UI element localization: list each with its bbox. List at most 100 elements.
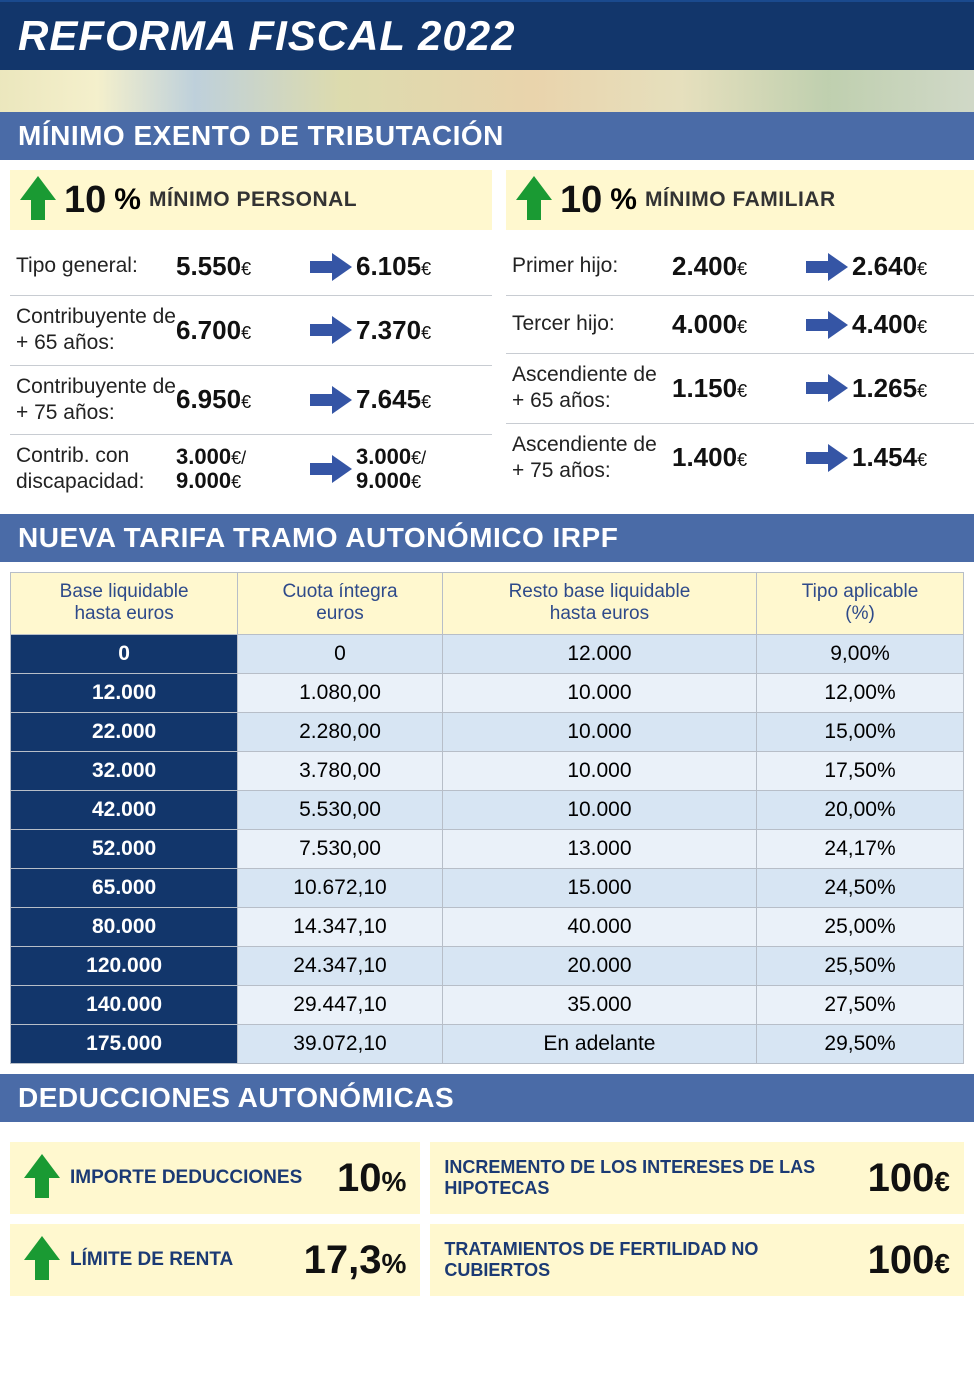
table-cell: 9,00% [757, 635, 964, 674]
table-cell: 175.000 [11, 1025, 238, 1064]
table-cell: 3.780,00 [238, 752, 443, 791]
table-cell: 17,50% [757, 752, 964, 791]
table-cell: 10.000 [442, 752, 756, 791]
arrow-up-icon [20, 176, 56, 224]
table-cell: 2.280,00 [238, 713, 443, 752]
table-header: Cuota íntegraeuros [238, 572, 443, 635]
row-label: Ascendiente de + 65 años: [512, 362, 672, 415]
new-value: 1.265€ [852, 373, 974, 404]
table-header: Resto base liquidablehasta euros [442, 572, 756, 635]
section3-heading: DEDUCCIONES AUTONÓMICAS [0, 1074, 974, 1122]
table-cell: 15.000 [442, 869, 756, 908]
table-cell: 24,17% [757, 830, 964, 869]
old-value: 6.700€ [176, 315, 306, 346]
table-cell: 40.000 [442, 908, 756, 947]
deduccion-value: 100€ [868, 1156, 950, 1201]
personal-pct-value: 10 [64, 179, 106, 222]
arrow-right-icon [310, 386, 352, 414]
table-row: 80.00014.347,1040.00025,00% [11, 908, 964, 947]
decorative-money-strip [0, 70, 974, 112]
table-cell: 24.347,10 [238, 947, 443, 986]
table-cell: 20.000 [442, 947, 756, 986]
arrow-right-icon [806, 444, 848, 472]
deduccion-label: IMPORTE DEDUCCIONES [70, 1167, 302, 1190]
minimo-row: Contrib. con discapacidad: 3.000€/9.000€… [10, 435, 492, 504]
minimo-row: Ascendiente de + 75 años: 1.400€ 1.454€ [506, 424, 974, 493]
minimo-columns: 10% MÍNIMO PERSONAL Tipo general: 5.550€… [0, 170, 974, 514]
new-value: 6.105€ [356, 251, 486, 282]
arrow-right-icon [806, 311, 848, 339]
table-cell: 22.000 [11, 713, 238, 752]
arrow-right-icon [310, 316, 352, 344]
table-cell: 10.000 [442, 791, 756, 830]
table-cell: 25,00% [757, 908, 964, 947]
table-cell: 12,00% [757, 674, 964, 713]
deduccion-label: LÍMITE DE RENTA [70, 1249, 233, 1272]
familiar-pct-header: 10% MÍNIMO FAMILIAR [506, 170, 974, 230]
table-header: Base liquidablehasta euros [11, 572, 238, 635]
section2-heading: NUEVA TARIFA TRAMO AUTONÓMICO IRPF [0, 514, 974, 562]
row-label: Ascendiente de + 75 años: [512, 432, 672, 485]
arrow-right-icon [310, 455, 352, 483]
table-cell: 52.000 [11, 830, 238, 869]
table-row: 0012.0009,00% [11, 635, 964, 674]
tarifa-table: Base liquidablehasta eurosCuota íntegrae… [10, 572, 964, 1065]
arrow-up-icon [516, 176, 552, 224]
old-value: 3.000€/9.000€ [176, 445, 306, 493]
row-label: Contribuyente de + 75 años: [16, 374, 176, 427]
minimo-personal-column: 10% MÍNIMO PERSONAL Tipo general: 5.550€… [10, 170, 492, 504]
table-cell: 140.000 [11, 986, 238, 1025]
minimo-row: Primer hijo: 2.400€ 2.640€ [506, 238, 974, 296]
row-label: Contribuyente de + 65 años: [16, 304, 176, 357]
arrow-right-icon [806, 253, 848, 281]
row-label: Primer hijo: [512, 253, 672, 279]
minimo-row: Tipo general: 5.550€ 6.105€ [10, 238, 492, 296]
table-cell: 13.000 [442, 830, 756, 869]
deduccion-item: INCREMENTO DE LOS INTERESES DE LAS HIPOT… [430, 1142, 964, 1214]
table-cell: 12.000 [442, 635, 756, 674]
table-cell: 65.000 [11, 869, 238, 908]
deduccion-value: 100€ [868, 1238, 950, 1283]
section1-heading: MÍNIMO EXENTO DE TRIBUTACIÓN [0, 112, 974, 160]
old-value: 1.400€ [672, 442, 802, 473]
table-cell: 20,00% [757, 791, 964, 830]
table-cell: 29.447,10 [238, 986, 443, 1025]
table-row: 65.00010.672,1015.00024,50% [11, 869, 964, 908]
table-cell: 1.080,00 [238, 674, 443, 713]
table-cell: 0 [238, 635, 443, 674]
arrow-up-icon [24, 1154, 60, 1202]
old-value: 4.000€ [672, 309, 802, 340]
table-cell: 29,50% [757, 1025, 964, 1064]
deduccion-item: TRATAMIENTOS DE FERTILIDAD NO CUBIERTOS … [430, 1224, 964, 1296]
old-value: 5.550€ [176, 251, 306, 282]
main-title: REFORMA FISCAL 2022 [0, 0, 974, 70]
familiar-pct-value: 10 [560, 179, 602, 222]
table-cell: 25,50% [757, 947, 964, 986]
table-cell: 32.000 [11, 752, 238, 791]
minimo-row: Contribuyente de + 65 años: 6.700€ 7.370… [10, 296, 492, 366]
old-value: 1.150€ [672, 373, 802, 404]
table-cell: 39.072,10 [238, 1025, 443, 1064]
row-label: Tipo general: [16, 253, 176, 279]
table-cell: 42.000 [11, 791, 238, 830]
row-label: Contrib. con discapacidad: [16, 443, 176, 496]
old-value: 6.950€ [176, 384, 306, 415]
table-cell: 80.000 [11, 908, 238, 947]
old-value: 2.400€ [672, 251, 802, 282]
personal-pct-header: 10% MÍNIMO PERSONAL [10, 170, 492, 230]
new-value: 2.640€ [852, 251, 974, 282]
personal-pct-label: MÍNIMO PERSONAL [149, 188, 357, 212]
minimo-familiar-column: 10% MÍNIMO FAMILIAR Primer hijo: 2.400€ … [506, 170, 974, 504]
new-value: 7.645€ [356, 384, 486, 415]
table-row: 140.00029.447,1035.00027,50% [11, 986, 964, 1025]
minimo-row: Tercer hijo: 4.000€ 4.400€ [506, 296, 974, 354]
table-row: 42.0005.530,0010.00020,00% [11, 791, 964, 830]
table-cell: 10.000 [442, 674, 756, 713]
deduccion-label: TRATAMIENTOS DE FERTILIDAD NO CUBIERTOS [444, 1239, 857, 1282]
familiar-pct-label: MÍNIMO FAMILIAR [645, 188, 836, 212]
table-cell: 35.000 [442, 986, 756, 1025]
table-cell: 10.672,10 [238, 869, 443, 908]
table-row: 52.0007.530,0013.00024,17% [11, 830, 964, 869]
table-cell: 24,50% [757, 869, 964, 908]
table-cell: 0 [11, 635, 238, 674]
